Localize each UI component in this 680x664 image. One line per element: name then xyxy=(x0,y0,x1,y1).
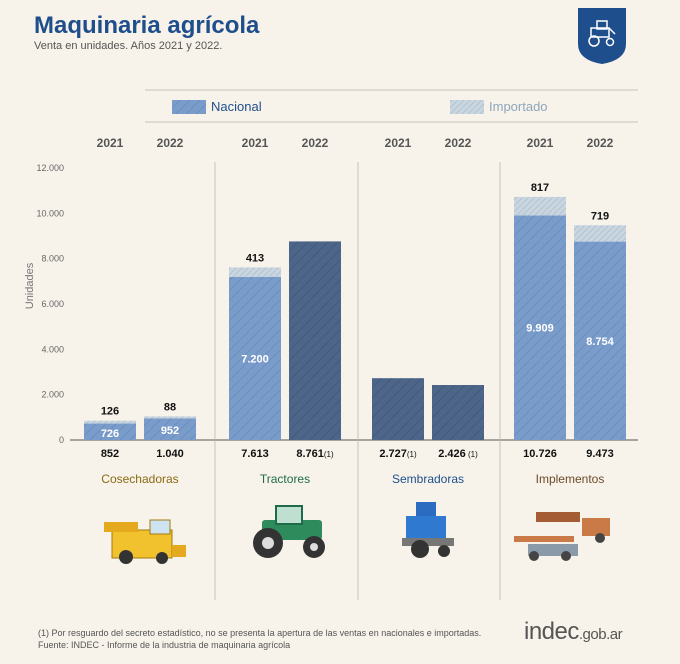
total-value: 2.426 xyxy=(438,448,466,460)
total-value: 9.473 xyxy=(586,448,614,460)
combine-harvester-icon xyxy=(104,519,186,564)
year-label: 2021 xyxy=(385,136,412,150)
year-label: 2022 xyxy=(445,136,472,150)
category-label-sembradoras: Sembradoras xyxy=(392,472,464,486)
legend-label-importado: Importado xyxy=(489,99,548,114)
y-tick-label: 4.000 xyxy=(41,344,64,354)
label-importado: 719 xyxy=(591,210,609,222)
bar-importado xyxy=(514,196,566,216)
year-label: 2022 xyxy=(587,136,614,150)
total-label: 1.040 xyxy=(156,448,184,460)
label-nacional: 7.200 xyxy=(241,353,269,365)
y-tick-label: 12.000 xyxy=(36,163,64,173)
total-label: 2.426 (1) xyxy=(438,448,478,460)
total-label: 852 xyxy=(101,448,119,460)
total-value: 2.727 xyxy=(379,448,407,460)
footnote: (1) Por resguardo del secreto estadístic… xyxy=(38,628,482,638)
year-label: 2022 xyxy=(302,136,329,150)
year-label: 2021 xyxy=(527,136,554,150)
label-importado: 817 xyxy=(531,182,549,194)
footnote-marker: (1) xyxy=(324,450,334,459)
category-label-tractores: Tractores xyxy=(260,472,310,486)
category-label-implementos: Implementos xyxy=(536,472,605,486)
legend-swatch-nacional xyxy=(172,100,206,114)
bar-importado xyxy=(84,420,136,424)
year-label: 2021 xyxy=(242,136,269,150)
implements-icon xyxy=(514,512,610,561)
y-tick-label: 2.000 xyxy=(41,390,64,400)
bar-nacional xyxy=(229,276,281,440)
logo-suffix: .gob.ar xyxy=(578,626,623,643)
label-importado: 88 xyxy=(164,401,176,413)
total-value: 1.040 xyxy=(156,448,184,460)
bar-nacional xyxy=(144,418,196,440)
year-label: 2021 xyxy=(97,136,124,150)
bar-total xyxy=(432,385,484,440)
footnote-marker: (1) xyxy=(466,450,478,459)
total-label: 10.726 xyxy=(523,448,557,460)
total-label: 8.761(1) xyxy=(296,448,334,460)
bar-total xyxy=(289,241,341,440)
bar-importado xyxy=(574,225,626,242)
total-label: 2.727(1) xyxy=(379,448,417,460)
category-label-cosechadoras: Cosechadoras xyxy=(101,472,178,486)
label-importado: 413 xyxy=(246,252,264,264)
tractor-badge-icon xyxy=(578,8,626,64)
source-note: Fuente: INDEC - Informe de la industria … xyxy=(38,640,291,650)
year-label: 2022 xyxy=(157,136,184,150)
label-nacional: 9.909 xyxy=(526,323,554,335)
logo-main: indec xyxy=(524,618,579,645)
footnote-marker: (1) xyxy=(407,450,417,459)
y-tick-label: 0 xyxy=(59,435,64,445)
total-value: 8.761 xyxy=(296,448,324,460)
y-axis-label: Unidades xyxy=(24,262,36,309)
total-value: 852 xyxy=(101,448,119,460)
tractor-icon xyxy=(253,505,325,558)
bar-nacional xyxy=(514,215,566,440)
total-value: 10.726 xyxy=(523,448,557,460)
bar-nacional xyxy=(84,423,136,440)
total-label: 9.473 xyxy=(586,448,614,460)
label-importado: 126 xyxy=(101,406,119,418)
y-tick-label: 8.000 xyxy=(41,254,64,264)
total-value: 7.613 xyxy=(241,448,269,460)
label-nacional: 952 xyxy=(161,425,179,437)
seeder-icon xyxy=(402,502,454,558)
page-subtitle: Venta en unidades. Años 2021 y 2022. xyxy=(34,40,223,52)
label-nacional: 726 xyxy=(101,428,119,440)
indec-logo: indec.gob.ar xyxy=(524,618,623,646)
label-nacional: 8.754 xyxy=(586,336,614,348)
page-title: Maquinaria agrícola xyxy=(34,12,260,39)
y-tick-label: 10.000 xyxy=(36,208,64,218)
legend-label-nacional: Nacional xyxy=(211,99,262,114)
bar-importado xyxy=(229,267,281,277)
bar-nacional xyxy=(574,241,626,440)
bar-total xyxy=(372,378,424,440)
y-tick-label: 6.000 xyxy=(41,299,64,309)
bar-importado xyxy=(144,416,196,419)
legend-swatch-importado xyxy=(450,100,484,114)
total-label: 7.613 xyxy=(241,448,269,460)
